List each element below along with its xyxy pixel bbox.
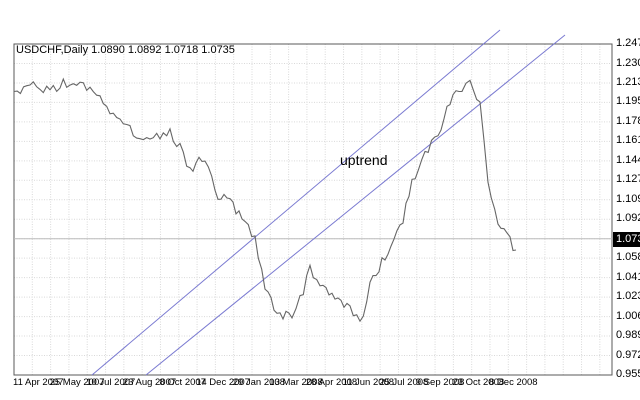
svg-text:USDCHF,Daily 1.0890 1.0892 1.: USDCHF,Daily 1.0890 1.0892 1.0718 1.0735 bbox=[16, 44, 235, 56]
svg-text:uptrend: uptrend bbox=[340, 152, 387, 168]
